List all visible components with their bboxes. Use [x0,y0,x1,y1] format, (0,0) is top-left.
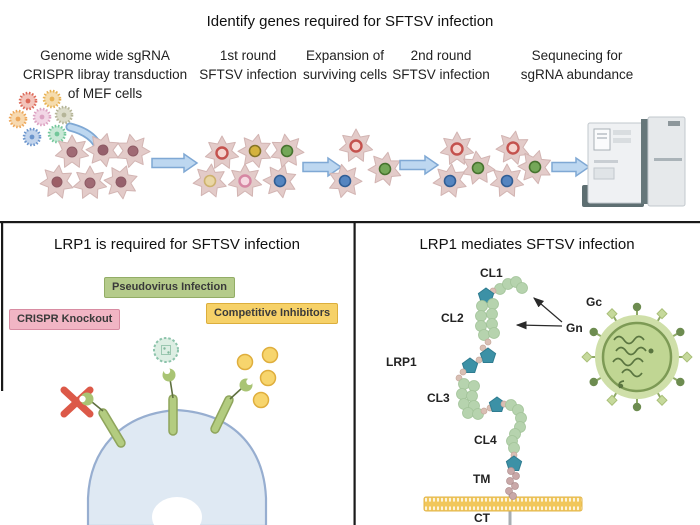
tag-crispr-knockout: CRISPR Knockout [9,309,121,330]
flow-arrow-2 [302,156,343,178]
step-line: CRISPR libray transduction [22,67,188,82]
step-label-sequencing: Sequnecing for sgRNA abundance [502,46,652,84]
step-line: Expansion of [305,48,385,63]
lrp1-receptor-pseudovirus [153,337,179,436]
label-gn: Gn [566,321,583,335]
tag-pseudovirus-infection: Pseudovirus Infection [104,277,235,298]
flow-arrow-1 [151,152,199,174]
step-line: 1st round [219,48,277,63]
step-label-second-round: 2nd round SFTSV infection [391,46,491,84]
step-label-first-round: 1st round SFTSV infection [198,46,298,84]
inhibitor-dots [236,346,279,409]
survivor-cells-round1 [191,130,307,201]
label-tm: TM [473,472,491,486]
label-gc: Gc [586,295,603,309]
label-cl1: CL1 [480,266,503,280]
lrp1-receptor-knockout [60,386,126,448]
lrp1-receptor-inhibitors [210,346,279,434]
lipid-bilayer [423,496,583,512]
lrp1-bead-chain [455,276,528,471]
label-cl2: CL2 [441,311,464,325]
bottom-right-panel-title: LRP1 mediates SFTSV infection [419,236,635,253]
survivor-cells-round2 [431,128,556,199]
top-panel-title: Identify genes required for SFTSV infect… [206,13,494,30]
tag-competitive-inhibitors: Competitive Inhibitors [206,303,339,324]
gn-binding-arrows [515,297,563,330]
step-line: SFTSV infection [199,67,297,82]
nucleus-hole [152,497,202,525]
cell-membrane-dome [86,408,268,525]
label-cl3: CL3 [427,391,450,405]
expanded-cells [324,128,405,200]
bottom-left-panel-title: LRP1 is required for SFTSV infection [54,236,300,253]
step-line: 2nd round [410,48,472,63]
step-label-transduction: Genome wide sgRNA CRISPR libray transduc… [5,46,205,103]
step-line: SFTSV infection [392,67,490,82]
step-line: Genome wide sgRNA [40,48,170,63]
sequencer-icon [582,116,686,207]
step-line: Sequnecing for [531,48,623,63]
label-cl4: CL4 [474,433,497,447]
label-ct: CT [474,511,490,525]
step-line: sgRNA abundance [520,67,634,82]
step-line: of MEF cells [67,86,143,101]
sftsv-virion-icon [581,302,693,412]
mef-cells-initial [38,128,153,203]
step-line: surviving cells [302,67,388,82]
panel-borders [0,221,700,525]
label-lrp1: LRP1 [386,355,417,369]
pseudovirus-icon [153,337,179,363]
step-label-expansion: Expansion of surviving cells [295,46,395,84]
tm-beads [505,467,520,500]
flow-arrow-3 [399,154,440,176]
lentivirus-pool [8,89,74,147]
flow-arrow-4 [551,156,591,178]
